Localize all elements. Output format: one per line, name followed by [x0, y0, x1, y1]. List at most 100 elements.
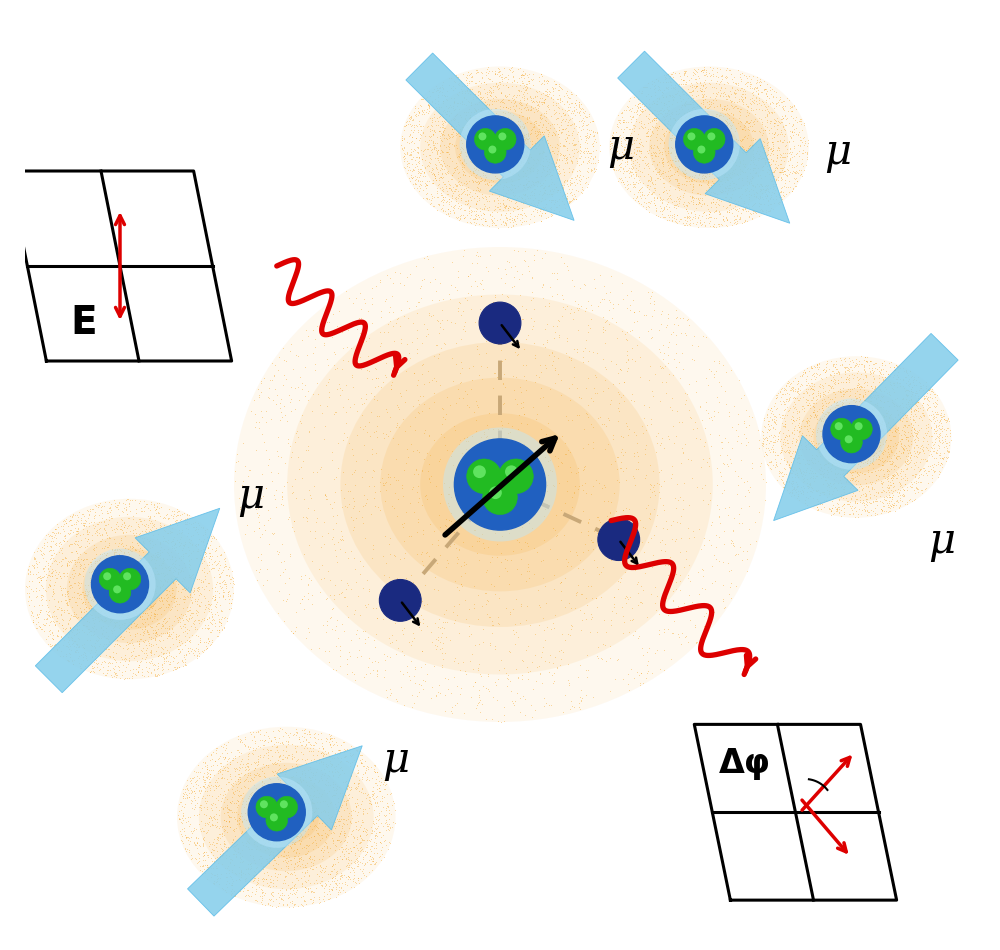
Point — [883, 377, 899, 392]
Point — [544, 464, 560, 479]
Point — [609, 140, 625, 155]
Point — [745, 147, 761, 162]
Point — [29, 557, 45, 572]
Point — [400, 162, 416, 178]
Point — [714, 182, 730, 198]
Point — [111, 607, 127, 622]
Point — [695, 569, 711, 584]
Point — [445, 457, 461, 472]
Point — [191, 783, 207, 798]
Point — [774, 164, 790, 180]
Point — [164, 618, 180, 633]
Point — [537, 168, 553, 183]
Point — [471, 682, 487, 697]
Point — [815, 362, 831, 377]
Point — [94, 541, 110, 556]
Point — [406, 118, 422, 133]
Point — [794, 169, 810, 184]
Point — [792, 112, 808, 127]
Point — [863, 379, 879, 394]
Point — [623, 283, 639, 298]
Point — [260, 503, 276, 518]
Point — [740, 99, 756, 114]
Point — [881, 481, 897, 496]
Point — [630, 92, 646, 107]
Point — [664, 554, 680, 569]
Point — [602, 396, 618, 411]
Point — [774, 473, 790, 488]
Point — [653, 478, 669, 493]
Point — [548, 97, 564, 112]
Point — [588, 370, 604, 385]
Point — [584, 303, 600, 318]
Point — [410, 139, 426, 154]
Point — [910, 440, 926, 455]
Point — [793, 420, 809, 435]
Point — [128, 567, 144, 582]
Point — [359, 840, 375, 855]
Point — [885, 487, 901, 503]
Point — [335, 399, 351, 414]
Point — [546, 176, 562, 191]
Point — [720, 116, 736, 131]
Point — [911, 383, 927, 398]
Point — [395, 149, 411, 164]
Point — [253, 882, 269, 897]
Point — [404, 688, 420, 703]
Point — [435, 104, 451, 119]
Point — [901, 398, 917, 413]
Point — [633, 134, 649, 149]
Point — [784, 104, 800, 119]
Point — [656, 183, 672, 199]
Point — [506, 188, 522, 203]
Point — [620, 180, 636, 196]
Point — [717, 166, 733, 181]
Point — [493, 69, 509, 85]
Point — [287, 877, 303, 892]
Point — [674, 163, 690, 179]
Point — [324, 756, 340, 771]
Point — [563, 693, 579, 708]
Point — [699, 68, 715, 84]
Point — [156, 654, 172, 669]
Point — [260, 776, 276, 791]
Point — [701, 206, 717, 221]
Point — [123, 632, 139, 647]
Point — [725, 106, 741, 122]
Point — [292, 770, 308, 785]
Point — [535, 159, 551, 174]
Point — [879, 469, 895, 484]
Point — [481, 71, 497, 86]
Point — [714, 485, 730, 501]
Point — [931, 432, 947, 447]
Point — [44, 547, 60, 562]
Point — [724, 117, 740, 132]
Point — [744, 460, 760, 475]
Point — [523, 178, 539, 193]
Point — [129, 609, 145, 624]
Point — [404, 482, 420, 497]
Point — [627, 562, 643, 578]
Point — [541, 101, 557, 116]
Point — [725, 107, 741, 123]
Point — [671, 105, 687, 121]
Point — [498, 90, 514, 105]
Point — [869, 497, 885, 512]
Point — [359, 855, 375, 870]
Point — [495, 119, 511, 134]
Point — [755, 123, 771, 138]
Point — [546, 117, 562, 132]
Point — [817, 393, 833, 408]
Point — [643, 186, 659, 201]
Point — [867, 383, 883, 398]
Point — [344, 441, 360, 456]
Point — [507, 259, 523, 275]
Point — [908, 402, 924, 417]
Point — [448, 126, 464, 142]
Point — [708, 202, 724, 218]
Point — [505, 314, 521, 329]
Point — [453, 175, 469, 190]
Point — [840, 433, 856, 448]
Point — [765, 192, 781, 207]
Point — [315, 860, 331, 875]
